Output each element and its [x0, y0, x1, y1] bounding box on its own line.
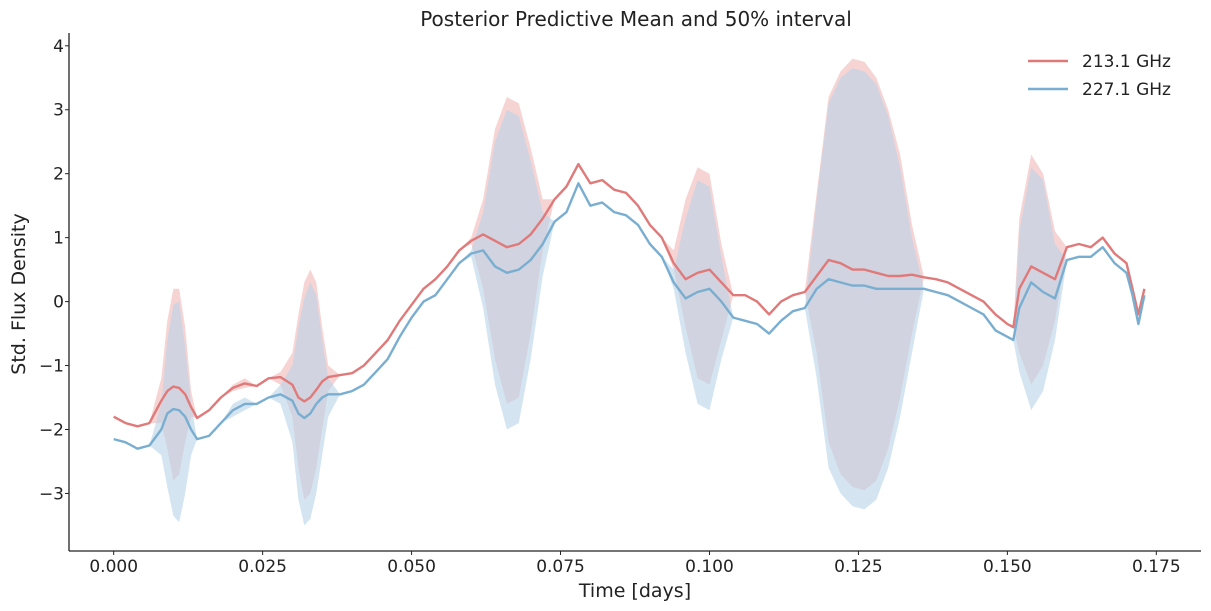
- y-tick-label: 3: [53, 101, 64, 121]
- x-tick-labels: 0.000 0.025 0.050 0.075 0.100 0.125 0.150 0.175: [89, 551, 1181, 577]
- x-tick-label: 0.050: [387, 557, 436, 577]
- y-tick-label: 0: [53, 293, 64, 313]
- y-tick-label: −1: [39, 357, 64, 377]
- x-axis-label: Time [days]: [578, 580, 691, 602]
- x-tick-label: 0.100: [685, 557, 734, 577]
- chart-title: Posterior Predictive Mean and 50% interv…: [420, 7, 852, 31]
- x-tick-label: 0.175: [1132, 557, 1181, 577]
- interval-band-series-1: [113, 58, 1145, 500]
- y-tick-label: 1: [53, 229, 64, 249]
- interval-bands: [113, 58, 1145, 526]
- y-tick-label: 4: [53, 37, 64, 57]
- y-tick-labels: −3 −2 −1 0 1 2 3 4: [39, 37, 69, 504]
- x-tick-label: 0.150: [983, 557, 1032, 577]
- interval-band-series-2: [113, 68, 1145, 526]
- x-tick-label: 0.025: [238, 557, 287, 577]
- legend-label-series-2: 227.1 GHz: [1082, 80, 1171, 100]
- y-tick-label: −2: [39, 420, 64, 440]
- y-tick-label: 2: [53, 165, 64, 185]
- x-tick-label: 0.125: [834, 557, 883, 577]
- y-tick-label: −3: [39, 484, 64, 504]
- legend: 213.1 GHz 227.1 GHz: [1028, 52, 1171, 100]
- mean-lines: [113, 162, 1146, 450]
- y-axis-label: Std. Flux Density: [8, 213, 30, 374]
- x-tick-label: 0.075: [536, 557, 585, 577]
- mean-line-series-1: [113, 162, 1146, 428]
- mean-line-series-2: [113, 182, 1146, 450]
- plot-area: [113, 58, 1146, 526]
- x-tick-label: 0.000: [89, 557, 138, 577]
- legend-label-series-1: 213.1 GHz: [1082, 52, 1171, 72]
